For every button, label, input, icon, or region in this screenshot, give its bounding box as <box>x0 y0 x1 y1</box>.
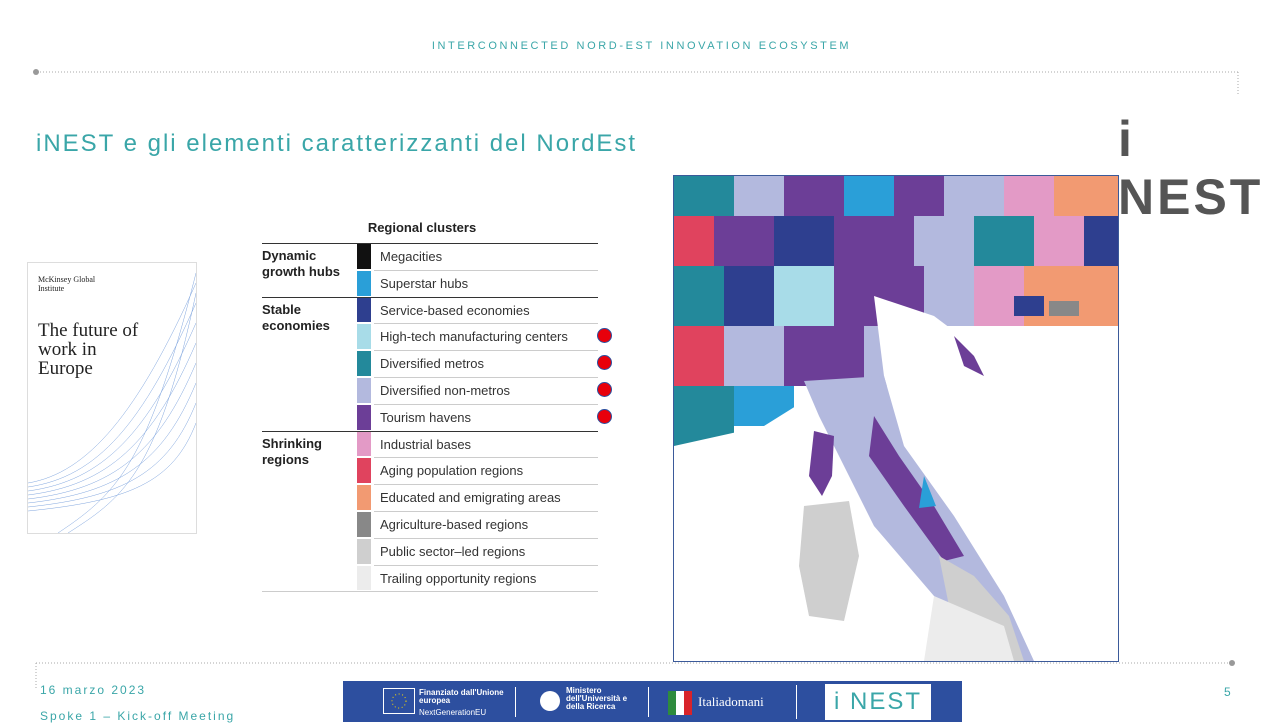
ministry-text: Ministero dell'Università e della Ricerc… <box>566 686 628 711</box>
cluster-label: Trailing opportunity regions <box>380 570 537 586</box>
ministry-emblem <box>540 691 560 711</box>
swatch <box>357 404 371 430</box>
swatch <box>357 512 371 537</box>
row-rule <box>374 269 598 271</box>
cluster-label: Superstar hubs <box>380 275 469 291</box>
swatch <box>357 458 371 484</box>
divider <box>796 685 797 719</box>
row-rule <box>374 484 598 486</box>
adriatic-sea <box>874 296 1118 661</box>
row-rule <box>374 564 598 566</box>
cluster-label: Agriculture-based regions <box>380 517 529 532</box>
funding-bar: Finanziato dall'Unione europea NextGener… <box>343 681 962 722</box>
eu-flag <box>383 688 415 714</box>
swatch <box>357 485 371 510</box>
report-cover: McKinsey Global Institute The future of … <box>27 262 197 534</box>
cluster-label: Tourism havens <box>380 409 472 425</box>
swatch <box>357 297 371 323</box>
eu-text: NextGenerationEU <box>419 708 487 717</box>
group-rule <box>262 296 598 298</box>
cluster-label: Service-based economies <box>380 302 530 318</box>
swatch <box>357 431 371 457</box>
cluster-label: Diversified metros <box>380 356 485 372</box>
istria <box>954 336 984 376</box>
highlight-dot <box>597 355 612 371</box>
footer-logo: i NEST <box>825 684 931 720</box>
cluster-label: Public sector–led regions <box>380 543 526 559</box>
corsica <box>809 431 834 496</box>
swatch <box>357 565 371 591</box>
dot <box>1229 660 1235 666</box>
footer-date: 16 marzo 2023 <box>40 683 147 697</box>
footer-event: Spoke 1 – Kick-off Meeting <box>40 709 236 723</box>
highlight-dot <box>597 328 612 344</box>
slide-title: iNEST e gli elementi caratterizzanti del… <box>36 130 638 157</box>
cluster-label: Megacities <box>380 249 443 264</box>
row-rule <box>374 403 598 405</box>
map <box>673 175 1119 662</box>
sardinia <box>799 501 859 621</box>
cover-art <box>28 272 196 533</box>
row-rule <box>374 350 598 352</box>
group-rule <box>262 430 598 432</box>
row-rule <box>374 323 598 325</box>
swatch <box>357 270 371 296</box>
legend-rule <box>262 243 598 244</box>
cover-title: The future of work in Europe <box>38 320 139 379</box>
highlight-dot <box>597 408 612 424</box>
divider <box>648 687 649 717</box>
cover-publisher: McKinsey Global Institute <box>38 275 96 293</box>
region <box>919 476 936 508</box>
group-label: Dynamic growth hubs <box>262 248 340 279</box>
swatch <box>357 378 371 403</box>
italiadomani: Italiadomani <box>698 694 764 709</box>
cluster-label: High-tech manufacturing centers <box>380 329 568 345</box>
group-label: Shrinking regions <box>262 435 322 467</box>
row-rule <box>374 457 598 459</box>
dot <box>33 69 39 75</box>
legend-title: Regional clusters <box>367 220 477 235</box>
cluster-label: Aging population regions <box>380 463 524 479</box>
swatch <box>357 538 371 564</box>
logo: i NEST <box>1118 111 1264 225</box>
page-number: 5 <box>1224 685 1231 699</box>
eu-text: Finanziato dall'Unione europea <box>419 688 504 705</box>
row-rule <box>374 537 598 539</box>
row-rule <box>374 377 598 378</box>
legend-rule <box>262 591 598 593</box>
swatch <box>357 324 371 350</box>
cluster-label: Industrial bases <box>380 436 472 452</box>
cluster-label: Diversified non-metros <box>380 383 511 398</box>
ecosystem-label: INTERCONNECTED NORD-EST INNOVATION ECOSY… <box>431 40 852 52</box>
cluster-label: Educated and emigrating areas <box>380 490 561 506</box>
row-rule <box>374 511 598 512</box>
italia-flag <box>668 691 692 715</box>
swatch <box>357 244 371 269</box>
highlight-dot <box>597 382 612 397</box>
region <box>924 596 1014 661</box>
swatch <box>357 351 371 376</box>
region <box>869 416 964 561</box>
divider <box>515 687 516 717</box>
group-label: Stable economies <box>262 301 330 333</box>
